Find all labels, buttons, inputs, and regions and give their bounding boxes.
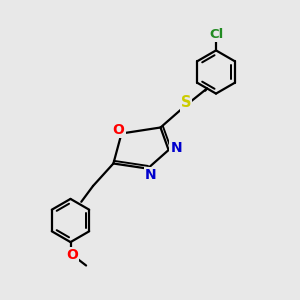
- Text: O: O: [112, 123, 124, 137]
- Text: N: N: [170, 141, 182, 154]
- Text: N: N: [145, 168, 156, 182]
- Text: Cl: Cl: [209, 28, 223, 41]
- Text: S: S: [181, 95, 191, 110]
- Text: O: O: [66, 248, 78, 262]
